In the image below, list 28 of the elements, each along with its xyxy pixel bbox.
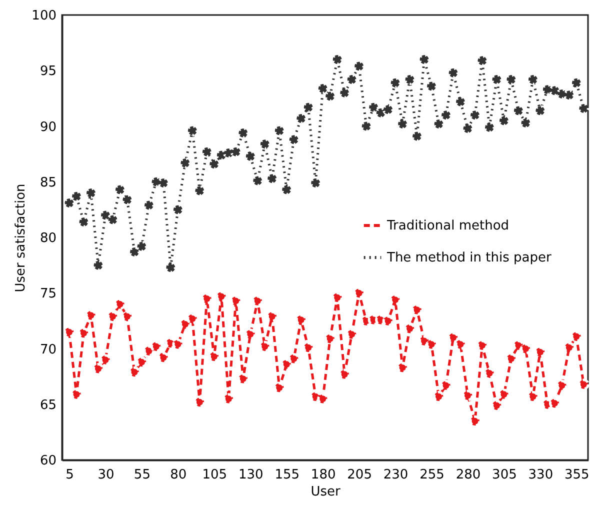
x-tick-label: 230: [383, 468, 408, 482]
legend-label: Traditional method: [386, 218, 510, 234]
x-tick-label: 55: [134, 468, 150, 482]
x-tick-label: 330: [528, 468, 554, 482]
x-tick-label: 130: [238, 468, 264, 482]
x-tick-label: 205: [347, 468, 372, 482]
x-tick-label: 305: [492, 468, 517, 482]
y-tick-label: 85: [40, 175, 56, 190]
x-tick-label: 30: [98, 468, 114, 482]
x-tick-label: 180: [310, 468, 336, 482]
x-tick-label: 155: [274, 468, 300, 482]
y-tick-label: 75: [40, 286, 56, 302]
x-tick-label: 355: [564, 468, 590, 482]
y-tick-label: 80: [40, 231, 56, 246]
x-tick-label: 105: [202, 468, 228, 482]
x-tick-label: 5: [66, 468, 74, 482]
y-axis-title: User satisfaction: [14, 184, 29, 292]
x-tick-label: 255: [420, 468, 444, 482]
y-tick-label: 60: [40, 454, 56, 468]
x-tick-label: 280: [456, 468, 481, 482]
y-tick-label: 95: [40, 64, 56, 80]
y-tick-label: 70: [40, 342, 56, 358]
y-tick-label: 90: [40, 120, 56, 135]
y-tick-label: 65: [40, 398, 56, 413]
y-tick-label: 100: [32, 8, 56, 24]
x-axis-title: User: [310, 484, 341, 500]
x-tick-label: 80: [170, 468, 187, 482]
legend-label: The method in this paper: [386, 250, 552, 266]
